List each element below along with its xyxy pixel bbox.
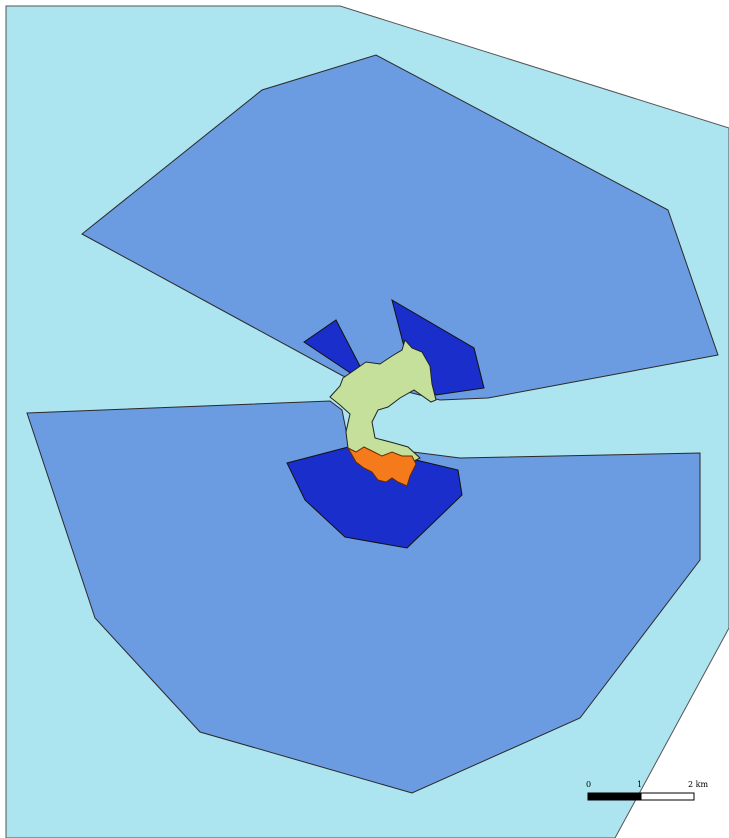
scale-bar-white-segment: [640, 792, 695, 801]
scale-bar: 0 1 2 km: [586, 780, 708, 801]
scale-label-0: 0: [586, 780, 591, 789]
island: [329, 338, 437, 465]
highlight-area: [346, 446, 417, 487]
south-sector: [26, 400, 701, 794]
scale-label-2km: 2 km: [688, 780, 708, 789]
scale-label-1: 1: [637, 780, 642, 789]
scale-bar-black-segment: [587, 792, 642, 801]
